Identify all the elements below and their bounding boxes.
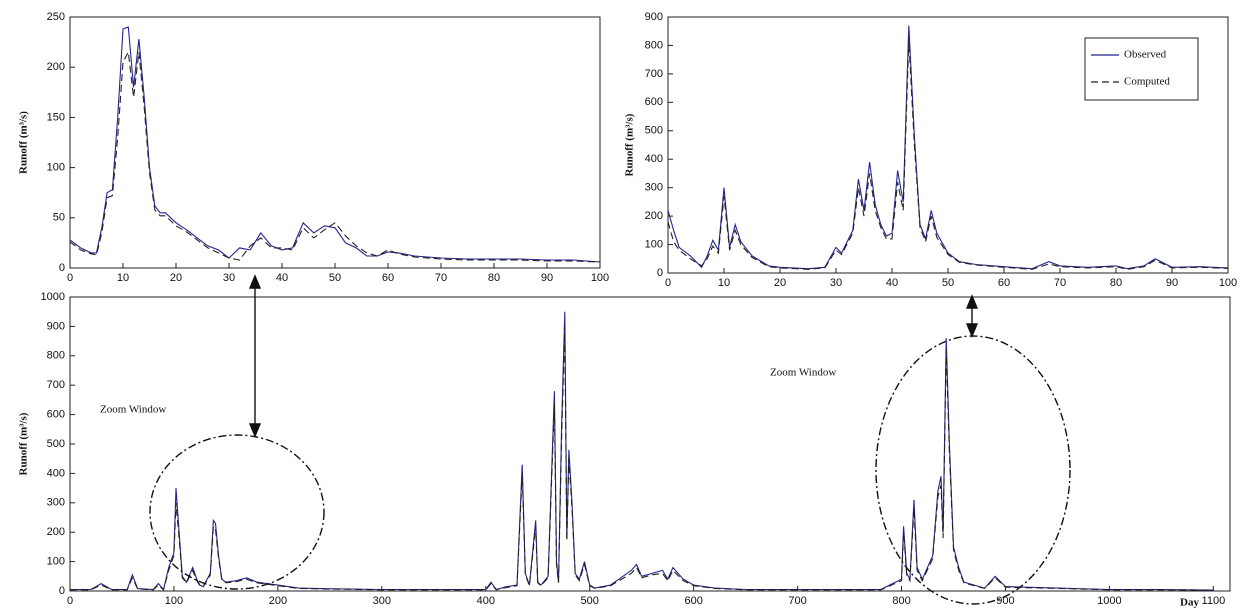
x-axis-label: Day	[1180, 597, 1199, 609]
x-tick-label: 70	[435, 272, 447, 284]
x-tick-label: 800	[892, 595, 910, 607]
x-tick-label: 900	[996, 595, 1014, 607]
x-tick-label: 10	[718, 277, 730, 289]
y-tick-label: 900	[47, 320, 65, 332]
x-tick-label: 10	[117, 272, 129, 284]
x-tick-label: 200	[269, 595, 287, 607]
y-tick-label: 150	[47, 111, 65, 123]
x-tick-label: 90	[1166, 277, 1178, 289]
x-tick-label: 0	[67, 595, 73, 607]
y-tick-label: 100	[47, 556, 65, 568]
series-line	[69, 26, 601, 263]
x-tick-label: 60	[382, 272, 394, 284]
x-tick-label: 80	[1110, 277, 1122, 289]
x-tick-label: 1100	[1202, 595, 1226, 607]
series-line	[667, 39, 1229, 270]
annotation: Zoom Window	[100, 404, 166, 416]
y-tick-label: 500	[645, 125, 663, 137]
x-tick-label: 80	[488, 272, 500, 284]
y-tick-label: 300	[47, 497, 65, 509]
x-tick-label: 0	[67, 272, 73, 284]
y-tick-label: 100	[645, 238, 663, 250]
series-line	[667, 25, 1229, 270]
x-tick-label: 20	[774, 277, 786, 289]
y-tick-label: 600	[645, 96, 663, 108]
y-tick-label: 250	[47, 11, 65, 23]
x-tick-label: 20	[170, 272, 182, 284]
y-tick-label: 1000	[41, 291, 65, 303]
y-axis-label: Runoff (m³/s)	[18, 111, 30, 174]
y-tick-label: 200	[645, 210, 663, 222]
x-tick-label: 90	[541, 272, 553, 284]
x-tick-label: 30	[223, 272, 235, 284]
x-tick-label: 400	[477, 595, 495, 607]
y-tick-label: 700	[645, 68, 663, 80]
y-tick-label: 0	[59, 585, 65, 597]
legend-label: Computed	[1124, 76, 1170, 88]
y-tick-label: 200	[47, 61, 65, 73]
annotation: Zoom Window	[770, 367, 836, 379]
x-tick-label: 500	[581, 595, 599, 607]
x-tick-label: 30	[830, 277, 842, 289]
x-tick-label: 0	[665, 277, 671, 289]
x-tick-label: 100	[1219, 277, 1237, 289]
zoom-markers	[149, 274, 1071, 605]
plot-area	[69, 16, 601, 269]
plot-area	[69, 296, 1231, 592]
y-tick-label: 800	[47, 350, 65, 362]
x-tick-label: 50	[942, 277, 954, 289]
x-tick-label: 60	[998, 277, 1010, 289]
y-tick-label: 500	[47, 438, 65, 450]
x-tick-label: 100	[165, 595, 183, 607]
y-tick-label: 300	[645, 182, 663, 194]
series-line	[69, 50, 601, 263]
x-tick-label: 50	[329, 272, 341, 284]
legend-box	[1084, 37, 1199, 101]
zoom-ellipse	[875, 335, 1071, 605]
y-tick-label: 0	[59, 262, 65, 274]
y-tick-label: 0	[657, 267, 663, 279]
y-tick-label: 900	[645, 11, 663, 23]
y-tick-label: 600	[47, 409, 65, 421]
x-tick-label: 700	[788, 595, 806, 607]
y-tick-label: 800	[645, 39, 663, 51]
y-tick-label: 400	[47, 467, 65, 479]
x-tick-label: 1000	[1097, 595, 1121, 607]
arrow-head	[248, 274, 262, 438]
x-tick-label: 600	[684, 595, 702, 607]
x-tick-label: 300	[373, 595, 391, 607]
legend-label: Observed	[1124, 49, 1167, 61]
y-tick-label: 50	[53, 212, 65, 224]
y-tick-label: 200	[47, 526, 65, 538]
y-tick-label: 400	[645, 153, 663, 165]
y-axis-label: Runoff (m³/s)	[18, 412, 30, 475]
x-tick-label: 40	[886, 277, 898, 289]
y-tick-label: 700	[47, 379, 65, 391]
x-tick-label: 40	[276, 272, 288, 284]
y-tick-label: 100	[47, 162, 65, 174]
zoom-ellipse	[149, 434, 325, 590]
x-tick-label: 100	[591, 272, 609, 284]
x-tick-label: 70	[1054, 277, 1066, 289]
y-axis-label: Runoff (m³/s)	[624, 113, 636, 176]
series-line	[70, 326, 1214, 591]
arrow-head	[965, 294, 979, 338]
